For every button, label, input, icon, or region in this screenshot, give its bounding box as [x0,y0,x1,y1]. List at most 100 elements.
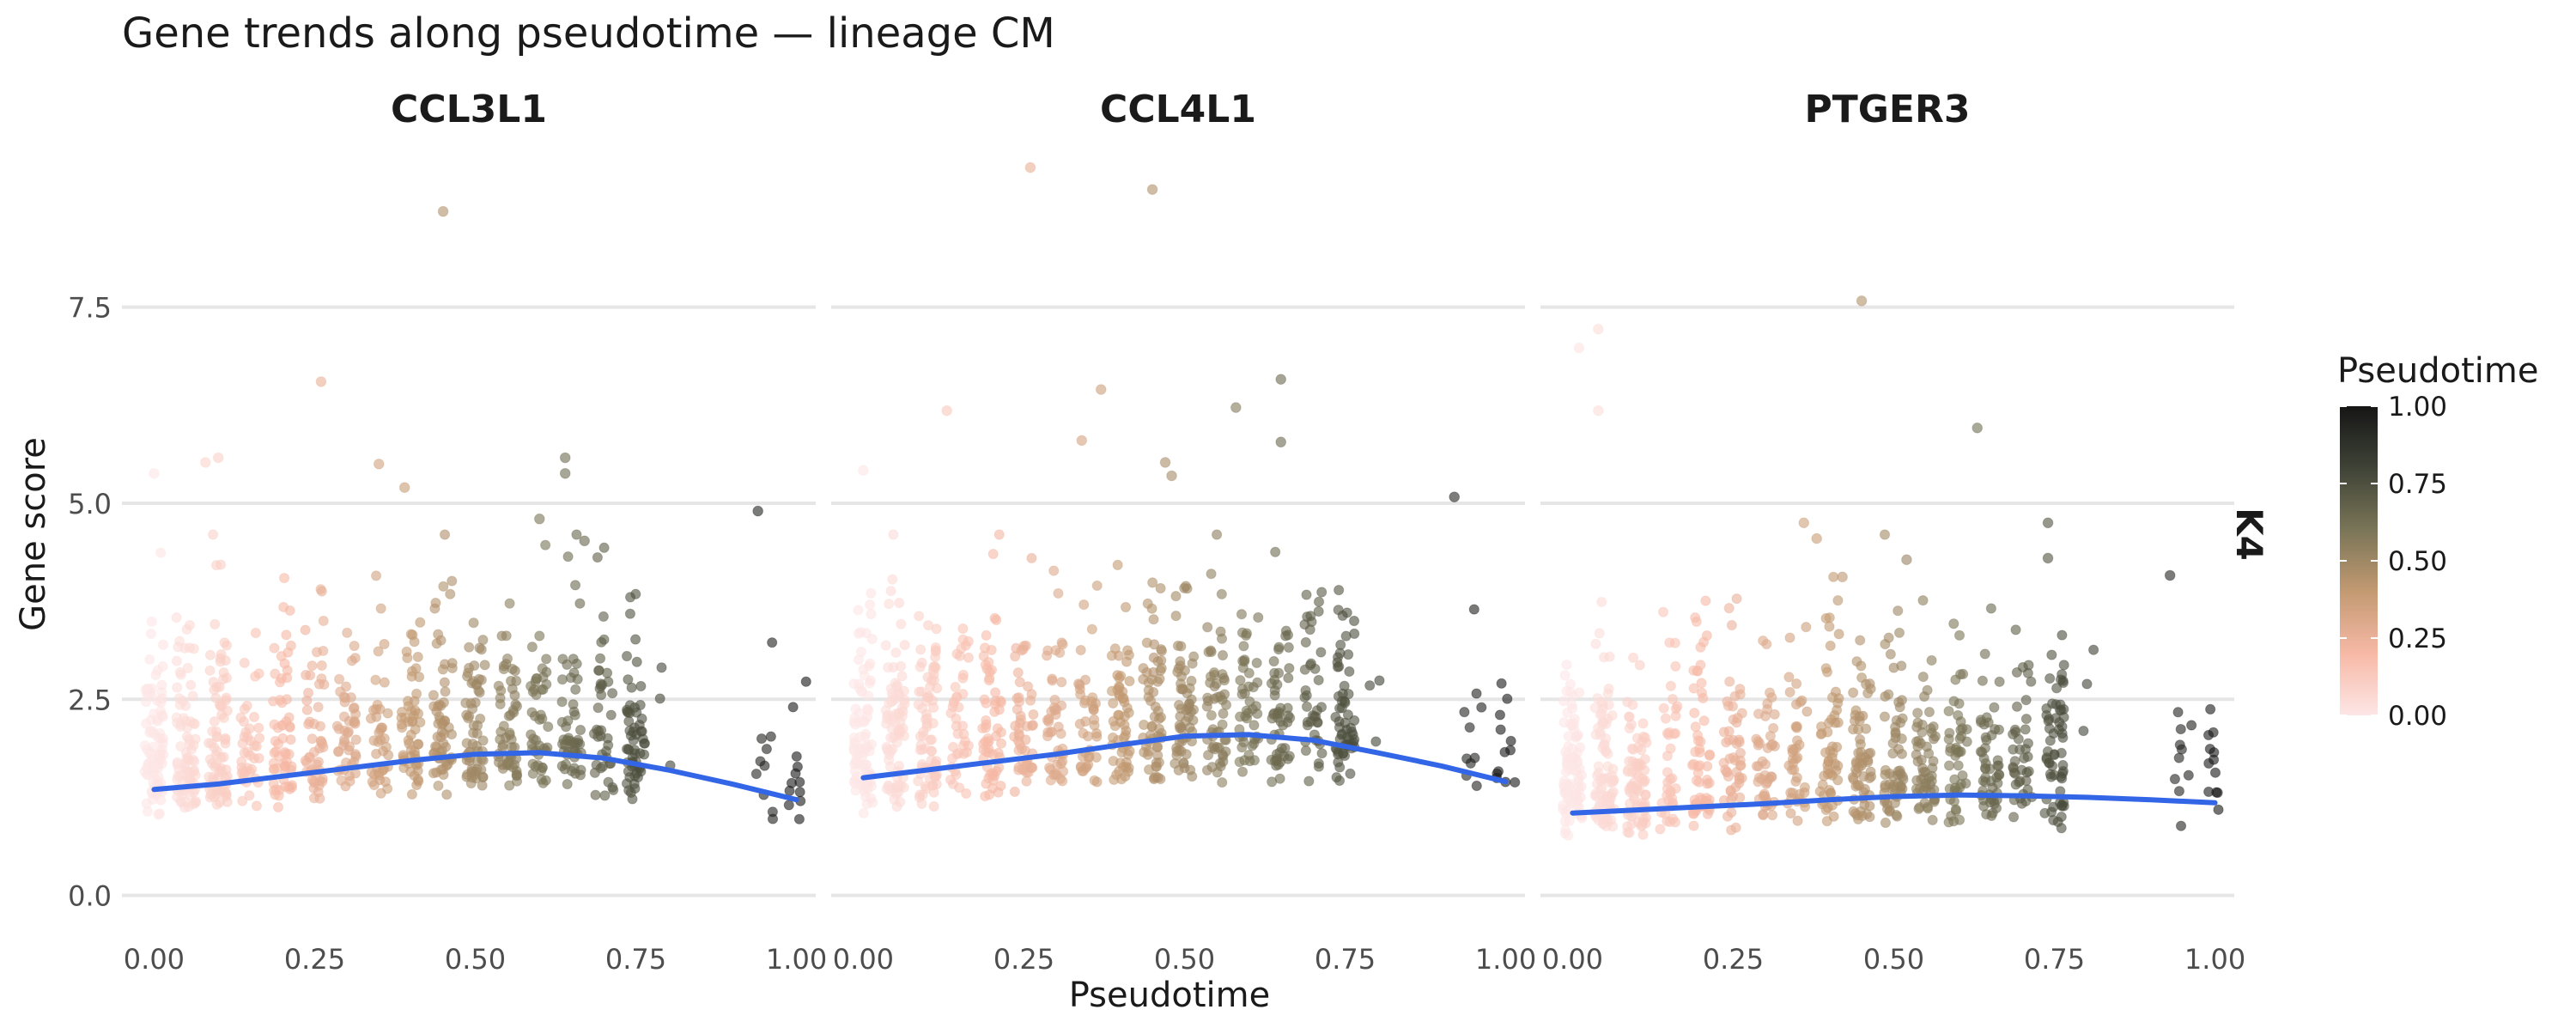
data-point [574,598,586,609]
data-point [1234,757,1245,768]
data-point [1981,809,1992,820]
data-point [1349,628,1360,639]
data-point [1955,669,1966,680]
data-point [1185,764,1196,776]
data-point [145,628,157,640]
data-point [556,716,568,727]
data-point [2046,649,2057,660]
data-point [605,709,617,721]
data-point [1348,615,1360,627]
data-point [1979,648,1990,660]
data-point [1690,746,1701,757]
data-point [179,802,191,813]
data-point [350,709,361,720]
data-point [526,642,538,653]
y-tick-label: 0.0 [68,880,112,913]
data-point [853,654,865,666]
data-point [1078,727,1089,739]
data-point [1893,744,1905,755]
data-point [1762,703,1773,715]
data-point [1047,673,1058,684]
data-point [441,789,453,800]
data-point [1798,517,1810,529]
data-point [980,790,991,802]
data-point [526,707,538,718]
data-point [1095,384,1107,395]
data-point [1148,686,1159,698]
data-point [318,615,329,627]
data-point [2041,703,2052,715]
x-axis-label: Pseudotime [1069,976,1270,1015]
data-point [1787,757,1799,769]
data-point [543,721,554,733]
data-point [1626,743,1637,754]
data-point [269,642,280,654]
data-point [532,672,543,684]
data-point [1596,696,1607,708]
data-point [1334,775,1346,787]
x-tick-label: 0.00 [124,943,185,976]
data-point [1024,695,1036,706]
data-point [1495,724,1506,735]
data-point [1721,737,1732,748]
data-point [1791,735,1803,746]
data-point [1560,824,1571,836]
data-point [1201,764,1213,776]
data-point [439,529,451,540]
data-point [412,651,423,663]
data-point [849,712,860,723]
data-point [504,759,515,771]
data-point [882,745,894,757]
data-point [2208,746,2220,758]
x-tick-label: 0.50 [445,943,506,976]
data-point [1109,643,1121,654]
data-point [559,467,571,479]
data-point [1333,690,1345,702]
y-tick-label: 2.5 [68,684,112,716]
data-point [1768,722,1779,734]
data-point [272,801,284,812]
data-point [945,708,957,719]
data-point [349,640,360,652]
data-point [592,703,604,714]
data-point [1502,693,1513,704]
data-point [1170,591,1182,602]
data-point [1952,747,1964,758]
data-point [171,655,183,666]
data-point [893,760,905,771]
data-point [1791,678,1802,690]
data-point [2042,552,2054,564]
data-point [1243,750,1255,761]
data-point [2164,569,2176,581]
data-point [756,733,768,745]
data-point [172,758,183,770]
data-point [438,581,449,592]
data-point [1313,596,1325,607]
data-point [1727,701,1739,712]
data-point [274,677,286,688]
data-point [1315,647,1327,658]
data-point [1313,674,1324,686]
data-point [1564,687,1577,698]
data-point [172,682,183,693]
data-point [1284,662,1295,674]
data-point [1370,736,1382,747]
data-point [1283,642,1294,654]
data-point [1028,709,1039,721]
data-point [853,605,864,616]
data-point [1957,769,1968,782]
data-point [1155,582,1166,594]
data-point [627,794,638,805]
data-point [285,640,296,651]
data-point [1734,736,1745,748]
data-point [439,677,450,688]
data-point [572,673,583,685]
trend-line [1570,792,2218,816]
data-point [1667,694,1679,705]
data-point [1081,762,1092,773]
data-point [574,724,586,736]
data-point [598,634,610,645]
data-point [467,703,478,715]
facet-panel-ptger3: PTGER3 0.00 0.25 0.50 0.75 1.00 [1540,88,2245,976]
